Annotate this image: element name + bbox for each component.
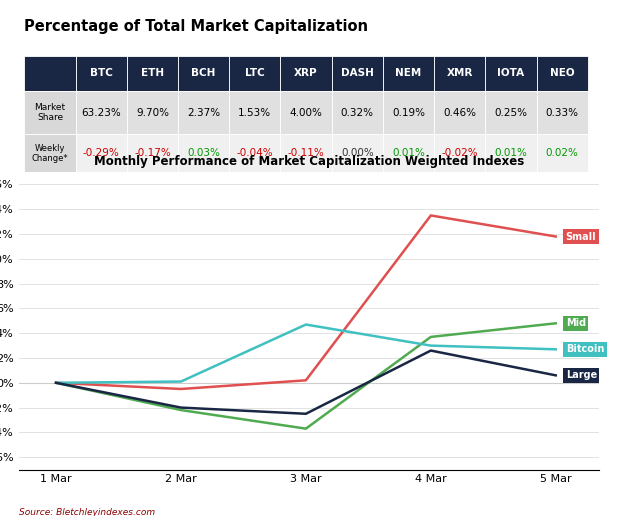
Text: NEO: NEO [550, 69, 575, 78]
FancyBboxPatch shape [75, 91, 127, 135]
Text: * Weekly change in percentage points: * Weekly change in percentage points [24, 188, 198, 197]
Text: 9.70%: 9.70% [136, 107, 169, 118]
Text: ETH: ETH [141, 69, 164, 78]
FancyBboxPatch shape [127, 56, 178, 91]
Text: -0.17%: -0.17% [134, 148, 171, 158]
FancyBboxPatch shape [332, 91, 383, 135]
Text: Source: Bletchleyindexes.com: Source: Bletchleyindexes.com [19, 508, 154, 516]
Title: Monthly Performance of Market Capitalization Weighted Indexes: Monthly Performance of Market Capitaliza… [94, 155, 524, 168]
FancyBboxPatch shape [127, 135, 178, 172]
Text: Weekly
Change*: Weekly Change* [32, 143, 68, 163]
Text: Market
Share: Market Share [35, 103, 66, 122]
Text: Bitcoin: Bitcoin [565, 344, 604, 354]
Text: 0.19%: 0.19% [392, 107, 425, 118]
Text: 4.00%: 4.00% [290, 107, 323, 118]
FancyBboxPatch shape [229, 135, 281, 172]
FancyBboxPatch shape [127, 91, 178, 135]
Text: -0.11%: -0.11% [288, 148, 324, 158]
FancyBboxPatch shape [485, 56, 536, 91]
Text: Percentage of Total Market Capitalization: Percentage of Total Market Capitalizatio… [24, 19, 368, 34]
Text: 0.46%: 0.46% [443, 107, 476, 118]
FancyBboxPatch shape [536, 91, 588, 135]
FancyBboxPatch shape [24, 91, 75, 135]
FancyBboxPatch shape [24, 135, 75, 172]
Text: Large: Large [565, 370, 597, 380]
FancyBboxPatch shape [383, 91, 434, 135]
FancyBboxPatch shape [485, 135, 536, 172]
FancyBboxPatch shape [332, 56, 383, 91]
FancyBboxPatch shape [434, 135, 485, 172]
Text: Mid: Mid [565, 318, 586, 328]
Text: 0.00%: 0.00% [341, 148, 374, 158]
FancyBboxPatch shape [434, 91, 485, 135]
FancyBboxPatch shape [332, 135, 383, 172]
FancyBboxPatch shape [75, 56, 127, 91]
Text: 63.23%: 63.23% [82, 107, 121, 118]
Text: NEM: NEM [396, 69, 421, 78]
FancyBboxPatch shape [178, 135, 229, 172]
FancyBboxPatch shape [536, 56, 588, 91]
Text: -0.29%: -0.29% [83, 148, 119, 158]
Text: Source: Coinpaprika.com: Source: Coinpaprika.com [481, 188, 594, 197]
FancyBboxPatch shape [383, 135, 434, 172]
Text: BTC: BTC [90, 69, 112, 78]
Text: 1.53%: 1.53% [239, 107, 271, 118]
Text: 0.03%: 0.03% [187, 148, 220, 158]
Text: 2.37%: 2.37% [187, 107, 220, 118]
Text: 0.25%: 0.25% [494, 107, 528, 118]
FancyBboxPatch shape [229, 91, 281, 135]
FancyBboxPatch shape [281, 91, 332, 135]
Text: XMR: XMR [447, 69, 473, 78]
Text: BCH: BCH [192, 69, 216, 78]
Text: Small: Small [565, 232, 596, 241]
FancyBboxPatch shape [536, 135, 588, 172]
Text: -0.02%: -0.02% [441, 148, 478, 158]
FancyBboxPatch shape [383, 56, 434, 91]
FancyBboxPatch shape [178, 56, 229, 91]
Text: 0.01%: 0.01% [392, 148, 425, 158]
FancyBboxPatch shape [434, 56, 485, 91]
FancyBboxPatch shape [229, 56, 281, 91]
Text: DASH: DASH [341, 69, 374, 78]
Text: 0.33%: 0.33% [546, 107, 578, 118]
Text: LTC: LTC [245, 69, 265, 78]
FancyBboxPatch shape [281, 56, 332, 91]
FancyBboxPatch shape [24, 56, 75, 91]
Text: XRP: XRP [294, 69, 318, 78]
FancyBboxPatch shape [75, 135, 127, 172]
FancyBboxPatch shape [178, 91, 229, 135]
FancyBboxPatch shape [281, 135, 332, 172]
Text: IOTA: IOTA [497, 69, 525, 78]
Text: 0.02%: 0.02% [546, 148, 578, 158]
FancyBboxPatch shape [485, 91, 536, 135]
Text: 0.01%: 0.01% [494, 148, 527, 158]
Text: 0.32%: 0.32% [341, 107, 374, 118]
Text: -0.04%: -0.04% [237, 148, 273, 158]
